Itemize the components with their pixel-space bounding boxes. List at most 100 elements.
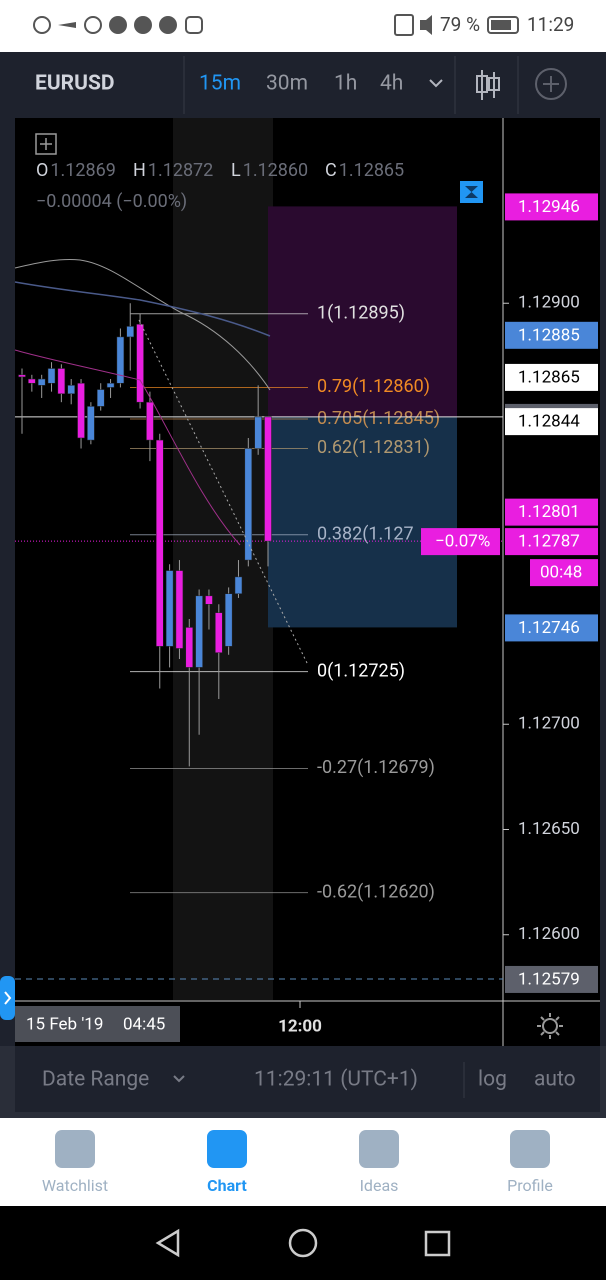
legend-key: L <box>231 160 241 181</box>
chart-type-icon[interactable] <box>476 70 500 100</box>
legend-value: 1.12869 <box>50 160 115 181</box>
candle-body <box>205 595 213 605</box>
price-tick-label: 1.12900 <box>518 293 580 313</box>
price-tick-label: 1.12650 <box>518 819 580 839</box>
stop-zone <box>268 416 457 628</box>
bottom-bar <box>15 1046 600 1112</box>
time-tick-label: 12:00 <box>278 1016 322 1036</box>
candle-body <box>37 378 46 386</box>
candle-body <box>77 382 85 439</box>
candle-body <box>195 595 203 668</box>
price-badge-label: 1.12801 <box>518 502 580 522</box>
change-badge <box>421 528 500 556</box>
session-highlight <box>173 118 273 1000</box>
add-icon[interactable] <box>535 68 567 100</box>
dropdown[interactable] <box>429 79 443 88</box>
interval[interactable]: 1h <box>334 72 357 96</box>
toolbar <box>0 52 606 118</box>
tab-label[interactable]: Watchlist <box>42 1176 108 1195</box>
candle-body <box>96 389 105 407</box>
tab-label[interactable]: Chart <box>207 1176 247 1195</box>
price-badge-label: 1.12885 <box>518 325 580 345</box>
auto-toggle[interactable]: auto <box>534 1068 576 1092</box>
candle-body <box>106 382 115 388</box>
tab-label[interactable]: Ideas <box>360 1176 399 1195</box>
tab-label[interactable]: Profile <box>507 1176 553 1195</box>
legend: O 1.12869 H 1.12872 L 1.12860 C 1.12865 <box>36 160 404 181</box>
price-badge-label: 1.12865 <box>518 367 580 387</box>
tab-bar <box>0 1118 606 1206</box>
date-label: 15 Feb '19 <box>26 1014 103 1034</box>
price-badge <box>505 408 598 436</box>
right-edge <box>600 118 606 1046</box>
interval[interactable]: 4h <box>380 72 403 96</box>
indicator-line <box>14 281 271 337</box>
time-cursor-label <box>15 1006 180 1042</box>
candle-body <box>57 368 66 395</box>
home-button[interactable] <box>288 1228 318 1258</box>
price-badge-label: 1.12787 <box>518 532 580 552</box>
time-label: 04:45 <box>123 1014 165 1034</box>
candle-body <box>87 406 95 441</box>
plot: 1.12900 1.12700 1.12650 1.12600 1(1.12895) 0.… <box>15 193 598 993</box>
indicator-line <box>14 259 271 391</box>
fib-label: 0.62(1.12831) <box>317 437 430 458</box>
price-badge <box>505 498 598 526</box>
candle-body <box>254 416 262 449</box>
legend-value: 1.12865 <box>339 160 404 181</box>
battery: 79 % <box>440 13 480 36</box>
legend-value: 1.12872 <box>148 160 213 181</box>
candle-body <box>165 570 174 647</box>
price-badge <box>505 614 598 642</box>
legend-toggle[interactable] <box>35 133 57 155</box>
fib-label: -0.27(1.12679) <box>317 757 435 778</box>
log-toggle[interactable]: log <box>478 1068 507 1092</box>
indicator-line <box>14 349 241 546</box>
interval[interactable]: 30m <box>266 72 308 96</box>
price-badge <box>505 321 598 349</box>
fib-label: 0.705(1.12845) <box>317 408 440 429</box>
tab-icon[interactable] <box>510 1130 550 1168</box>
target-zone <box>268 206 457 417</box>
tab-items: Watchlist Chart Ideas Profile <box>42 1130 553 1195</box>
countdown-badge <box>530 559 598 587</box>
candle-body <box>224 593 233 647</box>
back-button[interactable] <box>155 1228 180 1258</box>
fib-label: 0(1.12725) <box>317 660 405 681</box>
status-bar <box>0 0 606 52</box>
price-tick-label: 1.12600 <box>518 924 580 944</box>
date-range[interactable]: Date Range <box>42 1068 149 1092</box>
candle-body <box>47 368 56 384</box>
side-toggle[interactable] <box>0 976 15 1020</box>
candle-body <box>185 627 194 668</box>
interval[interactable]: 15m <box>199 72 241 96</box>
legend-change: −0.00004 (−0.00%) <box>36 191 187 212</box>
left-edge <box>0 118 15 1046</box>
candle-body <box>136 324 144 403</box>
recents-button[interactable] <box>424 1230 451 1257</box>
candle-body <box>18 374 26 378</box>
price-badge-label: 1.12746 <box>518 618 580 638</box>
fib-label: 0.382(1.127 <box>317 524 414 545</box>
fib-label: 1(1.12895) <box>317 303 405 324</box>
price-badge-label: 1.12946 <box>518 197 580 217</box>
intervals: 15m 30m 1h 4h <box>199 72 403 96</box>
candle-body <box>146 401 154 441</box>
tab-icon[interactable] <box>359 1130 399 1168</box>
settings-icon[interactable] <box>537 1013 563 1039</box>
symbol[interactable]: EURUSD <box>35 72 115 96</box>
tab-icon[interactable] <box>207 1130 247 1168</box>
price-tick-label: 1.12700 <box>518 714 580 734</box>
price-badge-label: 1.12579 <box>518 969 580 989</box>
candle-body <box>156 439 164 647</box>
tab-icon[interactable] <box>55 1130 95 1168</box>
clock-utc[interactable]: 11:29:11 (UTC+1) <box>254 1068 418 1092</box>
price-badge <box>505 363 598 391</box>
date-range-arrow <box>173 1075 185 1083</box>
price-badge <box>505 193 598 221</box>
trend-line <box>138 319 309 666</box>
status-icons <box>33 14 519 36</box>
legend-key: C <box>325 160 337 181</box>
